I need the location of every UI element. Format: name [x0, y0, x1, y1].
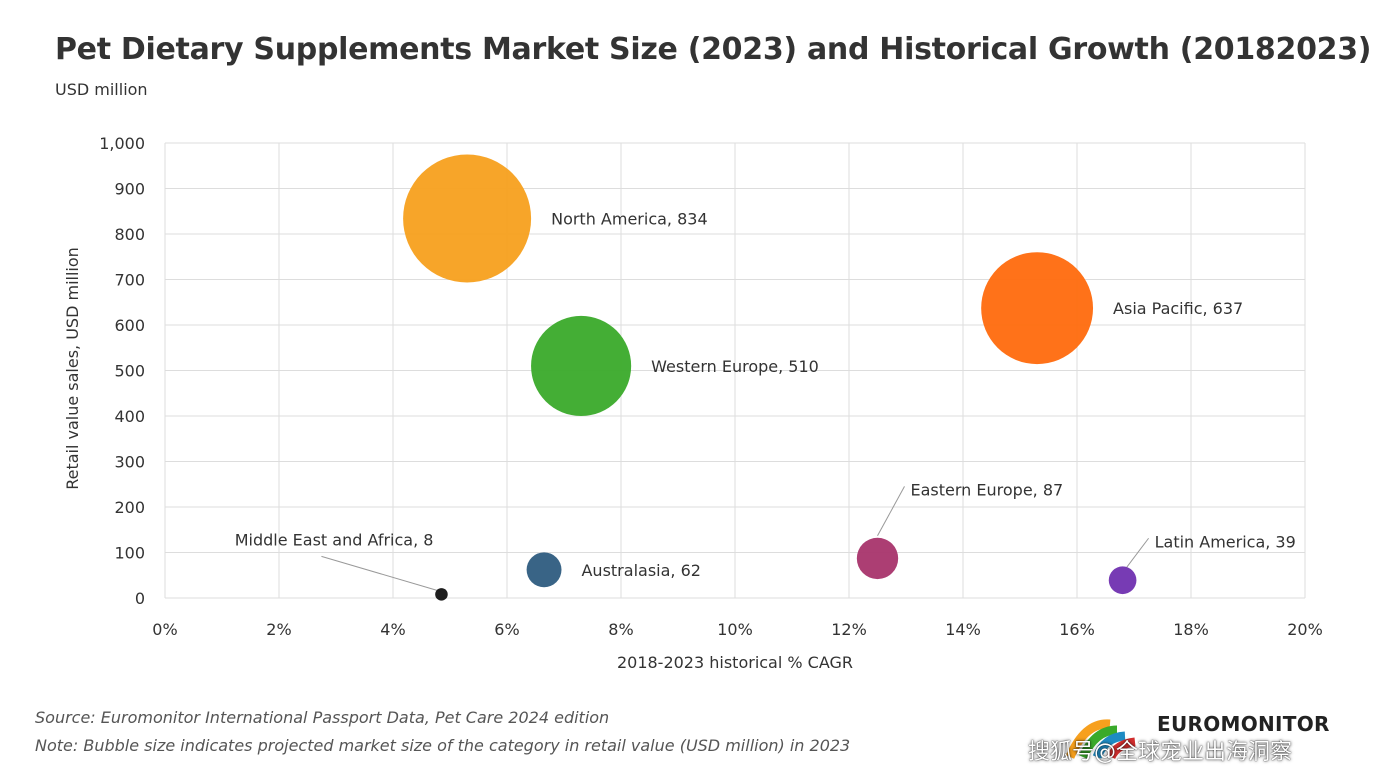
bubble-label: Eastern Europe, 87 — [911, 480, 1064, 499]
grid-lines — [164, 142, 1306, 599]
x-tick-label: 10% — [717, 620, 753, 639]
x-tick-labels: 0% 2% 4% 6% 8% 10% 12% 14% 16% 18% 20% — [152, 620, 1322, 639]
y-tick-label: 100 — [114, 544, 145, 563]
chart-title: Pet Dietary Supplements Market Size (202… — [55, 32, 1372, 67]
bubble-label: Latin America, 39 — [1155, 532, 1296, 551]
y-tick-label: 300 — [114, 453, 145, 472]
y-tick-label: 0 — [135, 589, 145, 608]
euromonitor-logo: EUROMONITOR — [1065, 712, 1365, 772]
x-tick-label: 6% — [494, 620, 519, 639]
bubble-middle-east-and-africa — [435, 588, 448, 601]
bubble-labels: North America, 834 Asia Pacific, 637 Weste… — [235, 210, 1296, 580]
logo-mark-icon — [1065, 719, 1136, 760]
bubble-label: North America, 834 — [551, 210, 708, 229]
bubble-label: Australasia, 62 — [581, 561, 700, 580]
y-tick-label: 900 — [114, 180, 145, 199]
y-tick-label: 700 — [114, 271, 145, 290]
y-tick-labels: 0 100 200 300 400 500 600 700 800 900 1,000 — [99, 134, 145, 608]
leader-line — [321, 555, 441, 592]
y-axis-label: Retail value sales, USD million — [63, 247, 82, 490]
bubble-latin-america — [1108, 566, 1137, 595]
bubble-label: Asia Pacific, 637 — [1113, 299, 1243, 318]
bubble-asia-pacific — [981, 252, 1094, 365]
bubble-size-note: Note: Bubble size indicates projected ma… — [35, 736, 851, 755]
bubble-western-europe — [531, 315, 632, 416]
bubble-eastern-europe — [856, 537, 899, 580]
leader-line — [1126, 537, 1149, 568]
leader-lines — [321, 486, 1149, 592]
bubble-label: Western Europe, 510 — [651, 357, 819, 376]
x-tick-label: 18% — [1173, 620, 1209, 639]
x-tick-label: 2% — [266, 620, 291, 639]
y-tick-label: 500 — [114, 362, 145, 381]
bubble-australasia — [526, 552, 562, 588]
y-tick-label: 800 — [114, 225, 145, 244]
bubble-label: Middle East and Africa, 8 — [235, 530, 434, 549]
x-tick-label: 4% — [380, 620, 405, 639]
x-tick-label: 14% — [945, 620, 981, 639]
watermark: 搜狐号@全球宠业出海洞察 — [1028, 740, 1293, 765]
x-tick-label: 0% — [152, 620, 177, 639]
bubble-chart: 0% 2% 4% 6% 8% 10% 12% 14% 16% 18% 20% 0 100 200 300 4… — [63, 134, 1323, 672]
logo-text: EUROMONITOR — [1157, 712, 1330, 736]
y-tick-label: 200 — [114, 498, 145, 517]
y-tick-label: 400 — [114, 407, 145, 426]
y-tick-label: 1,000 — [99, 134, 145, 153]
x-tick-label: 16% — [1059, 620, 1095, 639]
x-tick-label: 8% — [608, 620, 633, 639]
bubbles — [403, 154, 1137, 601]
source-note: Source: Euromonitor International Passpo… — [35, 708, 610, 727]
leader-line — [877, 486, 905, 536]
chart-subtitle: USD million — [55, 80, 148, 99]
x-tick-label: 20% — [1287, 620, 1323, 639]
x-axis-label: 2018-2023 historical % CAGR — [617, 653, 853, 672]
x-tick-label: 12% — [831, 620, 867, 639]
y-tick-label: 600 — [114, 316, 145, 335]
bubble-north-america — [403, 154, 532, 283]
